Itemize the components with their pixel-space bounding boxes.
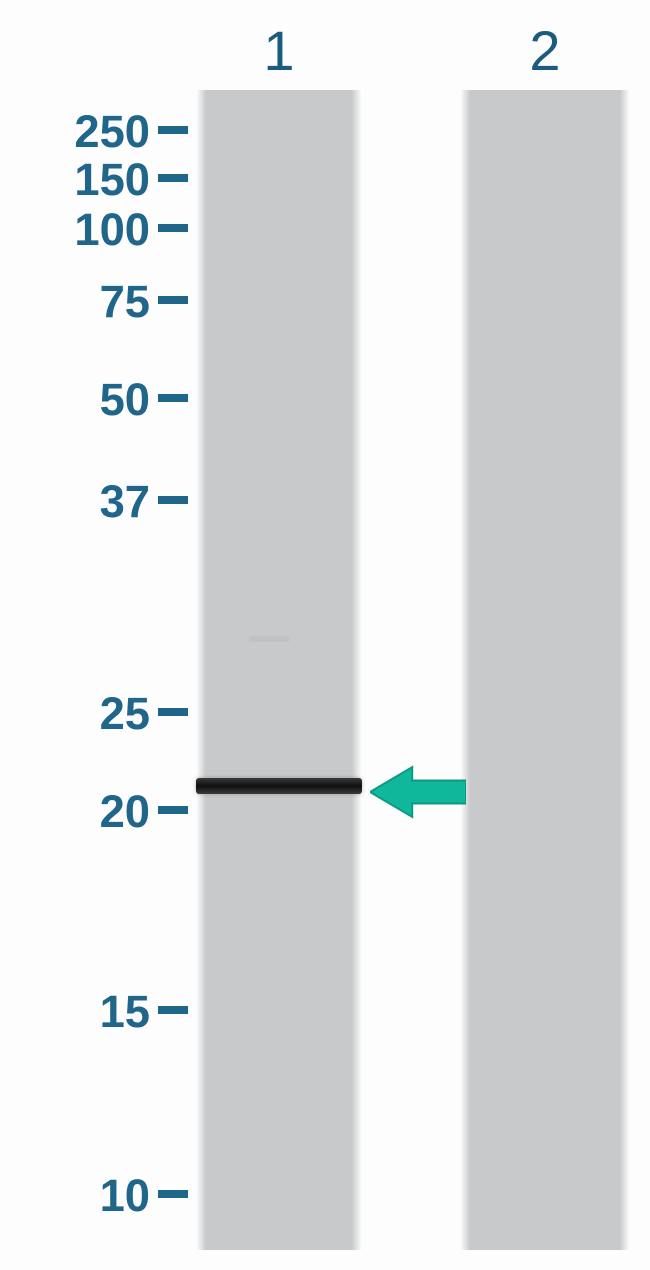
mw-marker-150: 150 xyxy=(74,154,150,206)
mw-marker-10: 10 xyxy=(100,1170,150,1222)
mw-tick-75 xyxy=(158,296,188,304)
mw-marker-37: 37 xyxy=(100,476,150,528)
mw-marker-100: 100 xyxy=(74,204,150,256)
mw-marker-50: 50 xyxy=(100,374,150,426)
lane-2 xyxy=(460,90,630,1250)
mw-marker-15: 15 xyxy=(100,986,150,1038)
mw-marker-250: 250 xyxy=(74,106,150,158)
band-lane1-0 xyxy=(196,778,362,794)
mw-tick-37 xyxy=(158,496,188,504)
mw-tick-10 xyxy=(158,1190,188,1198)
western-blot-figure: 1 2 250150100 75 50 37 25 20 15 10 xyxy=(0,0,650,1270)
mw-tick-20 xyxy=(158,806,188,814)
mw-tick-100 xyxy=(158,224,188,232)
lane-header-2: 2 xyxy=(460,18,630,83)
mw-tick-25 xyxy=(158,708,188,716)
lane-header-1: 1 xyxy=(196,18,362,83)
mw-tick-150 xyxy=(158,174,188,182)
mw-tick-250 xyxy=(158,126,188,134)
indicator-arrow xyxy=(370,762,466,822)
mw-tick-50 xyxy=(158,394,188,402)
mw-tick-15 xyxy=(158,1006,188,1014)
mw-marker-20: 20 xyxy=(100,786,150,838)
lane-1 xyxy=(196,90,362,1250)
faint-smudge xyxy=(249,636,289,642)
mw-marker-25: 25 xyxy=(100,688,150,740)
mw-marker-75: 75 xyxy=(100,276,150,328)
